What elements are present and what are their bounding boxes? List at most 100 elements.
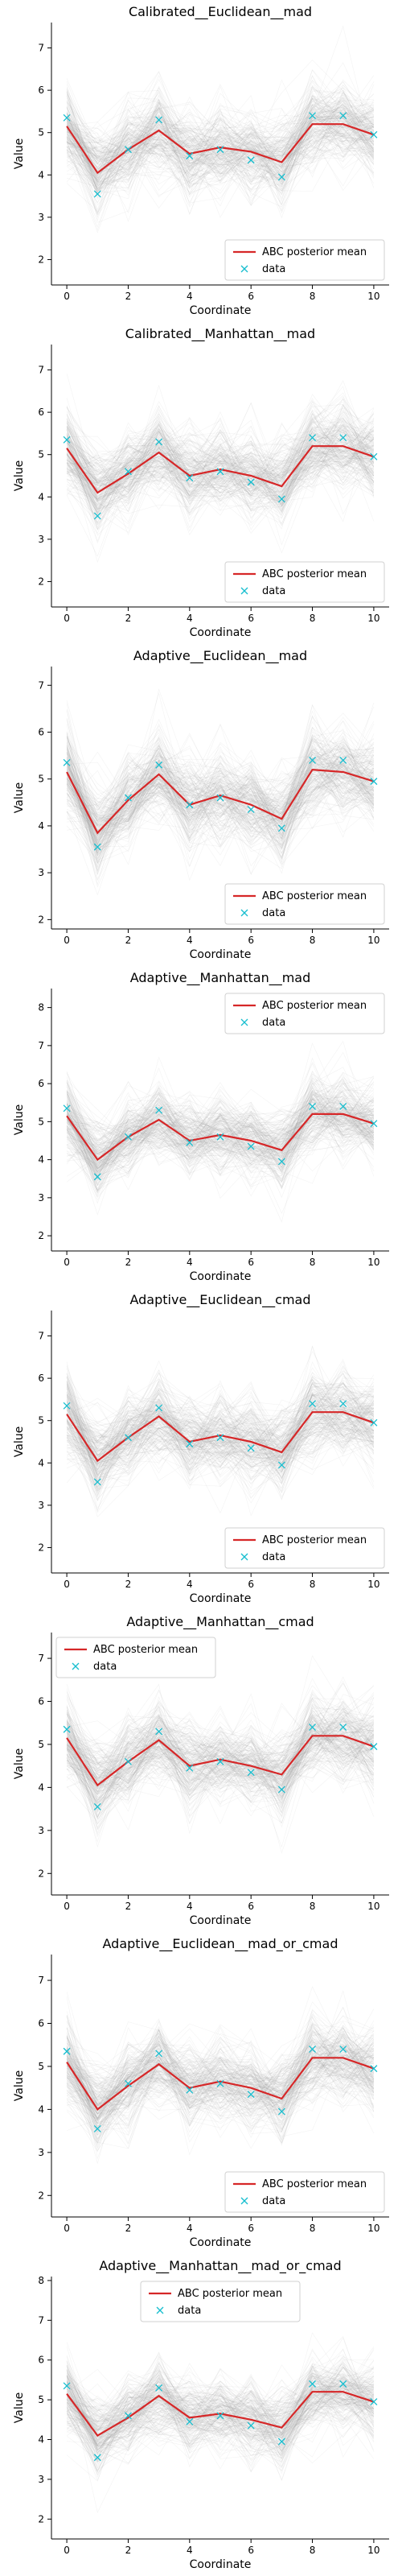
sample-line — [66, 1402, 374, 1488]
sample-line — [67, 1682, 375, 1781]
sample-line — [67, 1388, 375, 1448]
sample-line — [66, 1090, 375, 1155]
sample-line — [66, 747, 375, 845]
sample-line — [66, 755, 375, 846]
data-point — [339, 2046, 347, 2054]
sample-line — [66, 101, 375, 223]
y-tick-label: 5 — [38, 449, 44, 460]
sample-line — [66, 754, 374, 824]
sample-line — [66, 430, 374, 506]
sample-line — [66, 1104, 374, 1180]
sample-line — [66, 1692, 375, 1796]
sample-line — [66, 2048, 374, 2112]
sample-line — [66, 723, 375, 838]
sample-line — [66, 374, 375, 529]
sample-line — [66, 109, 375, 231]
sample-line — [66, 1099, 375, 1199]
sample-line — [66, 1703, 374, 1773]
sample-line — [66, 1098, 374, 1154]
x-tick-label: 2 — [125, 2223, 132, 2234]
sample-line — [66, 1706, 375, 1795]
sample-line — [66, 1410, 374, 1477]
sample-line — [66, 1684, 374, 1783]
sample-line — [66, 747, 374, 838]
sample-line — [66, 1685, 375, 1790]
sample-line — [66, 110, 375, 203]
sample-line — [66, 1386, 375, 1489]
sample-line — [66, 2027, 375, 2131]
sample-line — [66, 1714, 375, 1786]
sample-line — [66, 431, 375, 502]
sample-line — [66, 1095, 374, 1172]
sample-line — [66, 747, 375, 861]
sample-line — [67, 117, 375, 171]
sample-line — [66, 421, 375, 514]
sample-line — [66, 2373, 375, 2457]
sample-line — [66, 2360, 375, 2449]
sample-line — [66, 1728, 375, 1810]
sample-line — [67, 1420, 375, 1474]
sample-line — [67, 2380, 374, 2475]
sample-line — [66, 110, 374, 182]
sample-line — [66, 1719, 375, 1791]
sample-line — [66, 421, 375, 525]
sample-line — [66, 1108, 375, 1163]
sample-line — [66, 1081, 375, 1167]
data-point — [370, 130, 378, 138]
data-point — [247, 478, 255, 486]
sample-line — [66, 1368, 374, 1464]
sample-line — [66, 747, 375, 840]
sample-line — [66, 1081, 375, 1180]
data-point — [63, 2047, 71, 2055]
sample-line — [67, 2056, 375, 2131]
sample-line — [66, 442, 375, 523]
sample-line — [66, 2376, 375, 2473]
sample-line — [66, 1391, 374, 1466]
sample-line — [66, 2368, 375, 2453]
sample-line — [66, 2368, 375, 2439]
sample-line — [66, 753, 375, 840]
sample-line — [66, 2028, 375, 2101]
sample-line — [66, 112, 374, 206]
sample-line — [66, 419, 375, 496]
y-tick-label: 2 — [38, 254, 44, 265]
sample-line — [66, 754, 375, 846]
sample-line — [66, 1078, 375, 1190]
sample-line — [66, 2034, 375, 2124]
data-point — [339, 2380, 347, 2388]
x-tick-label: 6 — [248, 1901, 254, 1912]
sample-line — [66, 1394, 375, 1475]
sample-line — [66, 105, 375, 201]
legend-entry-data: data — [72, 1661, 117, 1673]
sample-line — [66, 117, 374, 180]
sample-line — [66, 2380, 375, 2434]
data-point — [247, 1769, 255, 1777]
sample-line — [66, 1395, 375, 1486]
sample-line — [66, 748, 374, 844]
sample-line — [66, 2381, 375, 2456]
sample-line — [66, 421, 375, 499]
sample-line — [66, 1092, 375, 1187]
sample-line — [66, 1095, 375, 1163]
sample-line — [67, 436, 374, 500]
sample-line — [66, 758, 375, 860]
sample-line — [66, 1091, 375, 1173]
data-point — [216, 1434, 224, 1442]
sample-line — [66, 744, 375, 832]
sample-line — [67, 114, 375, 175]
sample-line — [67, 420, 374, 505]
y-tick-label: 3 — [38, 1192, 44, 1203]
sample-line — [66, 99, 375, 185]
sample-line — [66, 102, 375, 173]
sample-line — [66, 2008, 374, 2119]
sample-line — [66, 758, 375, 819]
sample-line — [66, 1100, 374, 1170]
sample-line — [67, 1720, 375, 1787]
sample-line — [66, 434, 374, 529]
sample-line — [66, 396, 375, 488]
x-tick-label: 8 — [310, 1257, 316, 1268]
sample-line — [66, 1711, 375, 1791]
sample-line — [66, 2033, 375, 2105]
sample-line — [66, 2035, 375, 2145]
sample-line — [66, 1689, 374, 1831]
